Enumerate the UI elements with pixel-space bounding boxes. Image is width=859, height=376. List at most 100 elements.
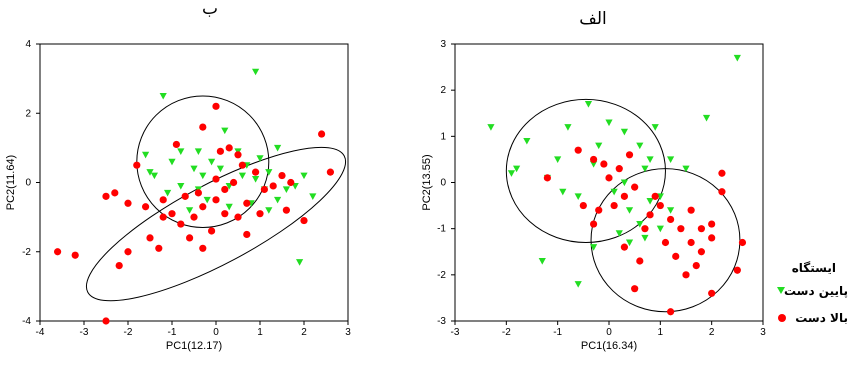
left-chart-downstream-point xyxy=(282,186,290,194)
right-chart-upstream-point xyxy=(708,234,716,242)
right-chart-downstream-point xyxy=(636,221,644,228)
right-chart-upstream-point xyxy=(543,174,552,182)
left-chart-upstream-point xyxy=(212,102,220,110)
left-chart-upstream-point xyxy=(124,248,132,256)
left-chart-downstream-point xyxy=(300,172,308,180)
right-chart-x-tick-label: 2 xyxy=(709,327,715,338)
left-chart-upstream-point xyxy=(133,161,141,169)
left-chart-upstream-point xyxy=(252,168,260,176)
right-chart-upstream-point xyxy=(733,266,741,274)
left-chart-x-tick-label: -1 xyxy=(168,327,177,338)
left-chart-upstream-point xyxy=(212,175,220,183)
left-chart-x-tick-label: -2 xyxy=(124,327,133,338)
left-chart-x-tick-label: 1 xyxy=(257,327,263,338)
right-chart-upstream-point xyxy=(697,225,706,233)
right-chart-downstream-point xyxy=(651,124,659,131)
right-chart-y-tick-label: 1 xyxy=(440,131,446,142)
right-chart-upstream-point xyxy=(672,252,680,260)
right-chart-plot-frame xyxy=(454,43,764,322)
right-chart-y-tick-label: 3 xyxy=(440,39,446,50)
left-chart-upstream-point xyxy=(278,171,286,180)
left-chart-downstream-point xyxy=(177,148,185,155)
left-chart-y-tick-label: 0 xyxy=(25,178,31,189)
right-chart-downstream-point xyxy=(620,128,628,136)
left-chart-upstream-point xyxy=(208,227,216,235)
left-chart-downstream-point xyxy=(168,158,176,166)
right-chart-upstream-point xyxy=(677,225,685,233)
right-chart-downstream-point xyxy=(610,188,618,196)
left-chart-upstream-point xyxy=(234,213,242,221)
left-chart-upstream-point xyxy=(260,185,268,194)
left-chart-y-tick-label: -2 xyxy=(22,247,31,258)
right-chart-upstream-point xyxy=(708,220,716,228)
right-chart-downstream-point xyxy=(574,281,582,288)
right-chart-upstream-point xyxy=(605,174,613,182)
right-chart-downstream-point xyxy=(554,156,562,164)
right-chart-downstream-point xyxy=(636,142,644,150)
right-chart-downstream-point xyxy=(595,142,603,150)
right-chart-downstream-point xyxy=(507,170,516,177)
right-chart-downstream-point xyxy=(559,188,567,196)
left-chart-x-tick-label: 2 xyxy=(301,327,307,338)
right-chart-downstream-point xyxy=(590,161,598,168)
right-chart-upstream-point xyxy=(718,169,726,177)
left-chart-upstream-point xyxy=(54,248,62,256)
right-chart-downstream-point xyxy=(564,124,572,131)
right-chart-upstream-point xyxy=(615,165,623,173)
left-chart-upstream-point xyxy=(124,199,132,207)
right-chart-downstream-point xyxy=(667,156,675,164)
right-chart-downstream-point xyxy=(620,179,628,187)
right-chart-upstream-point xyxy=(667,308,675,316)
legend-title: ایستگاه xyxy=(792,261,836,275)
left-chart-upstream-point xyxy=(234,151,242,159)
right-chart-x-tick-label: -3 xyxy=(451,327,460,338)
left-chart: ب -4 -3 -2 -1 0 1 2 3 -4 -2 0 2 4 PC1(12.17) PC2(11.64) xyxy=(5,0,351,352)
right-chart-upstream-point xyxy=(574,146,582,154)
left-chart-y-tick-label: 2 xyxy=(25,108,31,119)
left-chart-upstream-point xyxy=(287,178,295,187)
left-chart-upstream-point xyxy=(159,196,167,204)
left-chart-downstream-point xyxy=(296,259,304,266)
legend-downstream-label: پایین دست xyxy=(784,284,848,298)
left-chart-downstream-point xyxy=(252,68,260,76)
left-chart-upstream-point xyxy=(177,220,185,228)
left-chart-upstream-point xyxy=(221,185,229,194)
right-chart-downstream-point xyxy=(682,165,690,173)
right-chart-downstream-point xyxy=(646,197,654,205)
left-chart-downstream-point xyxy=(177,182,185,190)
right-chart-upstream-point xyxy=(682,271,690,279)
left-chart-downstream-point xyxy=(142,151,150,159)
left-chart-downstream-point xyxy=(309,193,317,200)
left-chart-downstream-point xyxy=(190,165,198,173)
left-chart-upstream-point xyxy=(243,230,251,239)
right-chart-downstream-point xyxy=(605,119,613,127)
left-chart-upstream-point xyxy=(243,199,251,207)
left-chart-upstream-point xyxy=(181,192,189,200)
left-chart-plot-frame xyxy=(39,43,349,322)
right-chart-upstream-point xyxy=(656,201,664,210)
right-chart-upstream-point xyxy=(641,225,649,233)
left-chart-downstream-point xyxy=(203,196,211,204)
right-chart-upstream-point xyxy=(610,201,618,210)
left-chart-x-tick-label: -3 xyxy=(80,327,89,338)
left-chart-upstream-point xyxy=(199,244,207,252)
left-chart-upstream-point xyxy=(71,251,79,259)
left-chart-upstream-point xyxy=(190,213,198,221)
right-chart-upstream-point xyxy=(661,238,670,247)
left-chart-downstream-point xyxy=(265,169,273,176)
right-chart-upstream-point xyxy=(636,257,644,265)
left-chart-downstream-point xyxy=(146,169,154,176)
right-chart-downstream-point xyxy=(641,165,649,173)
left-chart-upstream-point xyxy=(282,206,290,214)
right-chart-upstream-point xyxy=(600,160,608,168)
left-chart-upstream-point xyxy=(199,203,207,211)
left-chart-upstream-point xyxy=(102,317,110,325)
left-chart-downstream-point xyxy=(274,196,282,204)
right-chart-title: الف xyxy=(579,9,607,29)
left-chart-downstream-point xyxy=(208,158,216,166)
left-chart-y-tick-label: 4 xyxy=(25,39,31,50)
right-chart-upstream-point xyxy=(595,206,603,214)
right-chart-upstream-point xyxy=(590,220,598,228)
left-chart-y-tick-label: -4 xyxy=(22,316,31,327)
